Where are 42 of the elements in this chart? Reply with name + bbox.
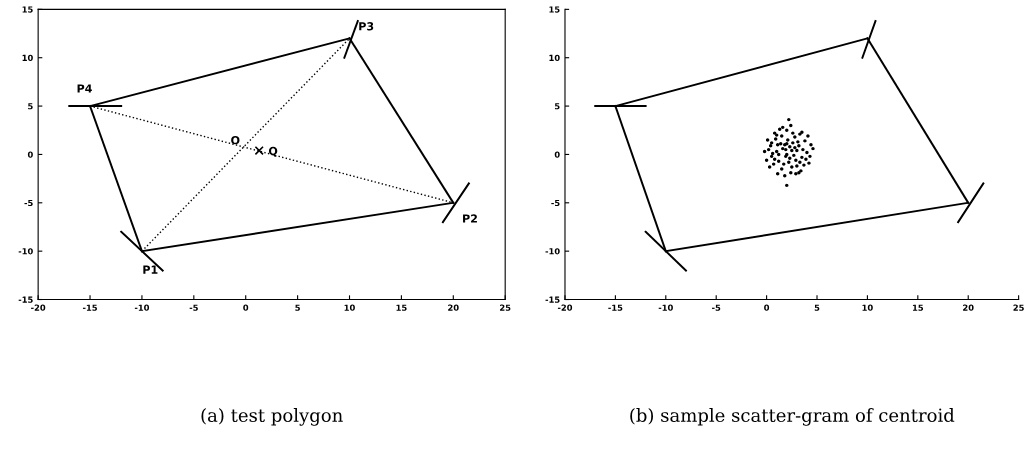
y-tick-label: 10 bbox=[22, 54, 33, 61]
y-tick-label: 5 bbox=[28, 103, 33, 110]
y-tick-label: -10 bbox=[545, 248, 560, 255]
x-tick-label: 5 bbox=[295, 304, 300, 311]
y-tick-label: 0 bbox=[27, 151, 33, 158]
x-tick-label: 10 bbox=[344, 304, 355, 311]
x-tick-label: 10 bbox=[862, 304, 873, 311]
x-tick-label: 0 bbox=[764, 304, 770, 311]
x-tick-label: -20 bbox=[557, 304, 573, 311]
x-tick-label: 25 bbox=[1013, 304, 1024, 311]
y-tick-label: -5 bbox=[24, 199, 33, 207]
y-tick-label: 0 bbox=[554, 151, 560, 158]
x-tick-label: -5 bbox=[712, 304, 721, 311]
annotation: Q bbox=[268, 146, 278, 157]
annotation: P2 bbox=[463, 214, 477, 223]
y-tick-label: 15 bbox=[549, 6, 560, 13]
y-tick-label: -15 bbox=[545, 296, 560, 303]
x-tick-label: 20 bbox=[448, 304, 459, 311]
x-tick-label: -15 bbox=[82, 304, 97, 311]
y-tick-label: 5 bbox=[554, 103, 560, 110]
text: (a) test polygon bbox=[201, 408, 343, 426]
x-tick-label: -10 bbox=[658, 304, 673, 311]
y-tick-label: 15 bbox=[22, 6, 33, 13]
annotation: O bbox=[231, 135, 240, 145]
x-tick-label: 25 bbox=[500, 304, 511, 311]
x-tick-label: -10 bbox=[134, 304, 150, 311]
x-tick-label: 0 bbox=[243, 304, 249, 311]
text: (b) sample scatter-gram of centroid bbox=[630, 408, 955, 426]
x-tick-label: -15 bbox=[608, 304, 623, 311]
y-tick-label: -10 bbox=[18, 248, 33, 255]
x-tick-label: 20 bbox=[963, 304, 974, 311]
x-tick-label: -20 bbox=[31, 304, 46, 311]
x-tick-label: -5 bbox=[189, 304, 198, 311]
x-tick-label: 15 bbox=[912, 304, 924, 311]
x-tick-label: 5 bbox=[814, 304, 820, 311]
annotation: P3 bbox=[359, 22, 374, 31]
annotation: P1 bbox=[143, 265, 158, 274]
y-tick-label: 10 bbox=[549, 54, 560, 61]
annotation: P4 bbox=[77, 84, 92, 93]
x-tick-label: 15 bbox=[396, 304, 407, 311]
y-tick-label: -5 bbox=[551, 199, 560, 207]
y-tick-label: -15 bbox=[18, 296, 33, 303]
